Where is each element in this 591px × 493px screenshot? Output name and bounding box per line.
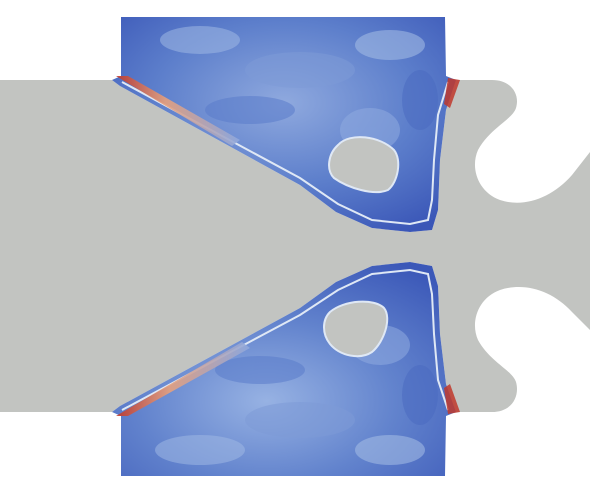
grey-part: [0, 80, 590, 412]
upper-boundary-line: [121, 81, 449, 226]
upper-right-hot-strip: [444, 78, 460, 108]
lower-left-hot-strip: [116, 342, 250, 416]
lower-boundary-line: [121, 268, 449, 411]
upper-texture: [160, 26, 438, 152]
lower-right-hot-strip: [444, 384, 460, 414]
lower-inclusion: [323, 300, 389, 358]
upper-left-hot-strip: [116, 76, 240, 146]
upper-inclusion: [328, 136, 400, 194]
lower-texture: [155, 325, 438, 465]
